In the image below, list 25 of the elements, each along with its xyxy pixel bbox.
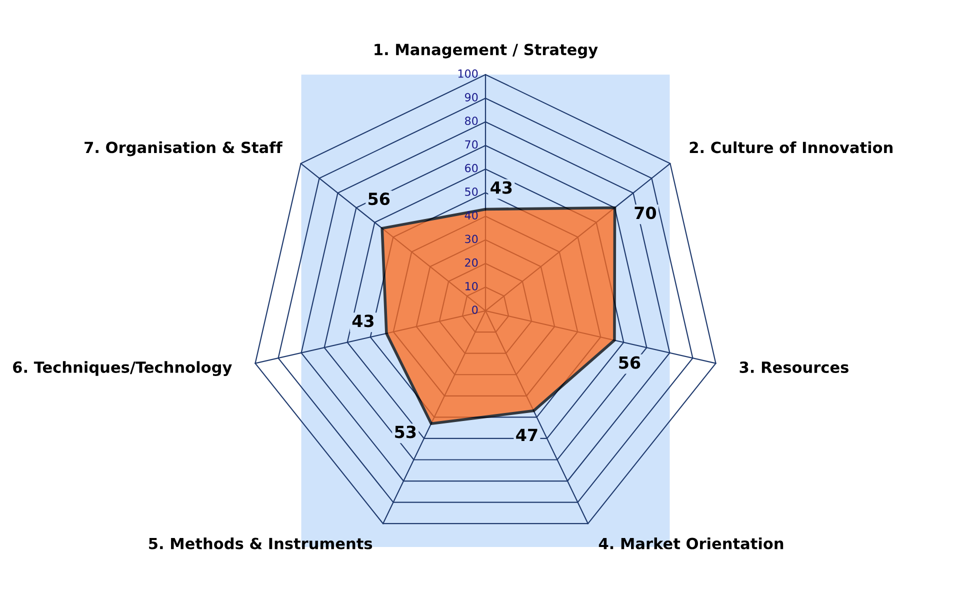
- spoke-label: 1. Management / Strategy: [374, 44, 598, 58]
- y-tick-label: 60: [465, 164, 478, 172]
- spoke-label: 3. Resources: [740, 361, 848, 374]
- y-tick-label: 0: [472, 306, 478, 314]
- y-tick-label: 40: [464, 211, 478, 220]
- y-tick-label: 70: [465, 140, 478, 149]
- data-label: 70: [634, 206, 656, 220]
- y-tick-label: 30: [465, 234, 478, 244]
- data-label: 56: [619, 356, 640, 369]
- data-label: 43: [490, 181, 512, 194]
- data-label: 56: [368, 192, 390, 206]
- data-label: 43: [352, 314, 374, 328]
- y-tick-label: 100: [458, 69, 478, 78]
- y-tick-label: 20: [465, 258, 478, 267]
- spoke-label: 5. Methods & Instruments: [149, 537, 372, 550]
- spoke-label: 4. Market Orientation: [598, 537, 784, 550]
- spoke-label: 6. Techniques/Technology: [13, 361, 232, 376]
- y-tick-label: 80: [465, 116, 478, 126]
- y-tick-label: 90: [464, 93, 478, 102]
- spoke-label: 2. Culture of Innovation: [690, 141, 892, 154]
- data-label: 47: [516, 428, 538, 441]
- y-tick-label: 50: [465, 188, 478, 196]
- data-label: 53: [395, 426, 416, 438]
- spoke-label: 7. Organisation & Staff: [84, 141, 283, 156]
- y-tick-label: 10: [465, 282, 478, 290]
